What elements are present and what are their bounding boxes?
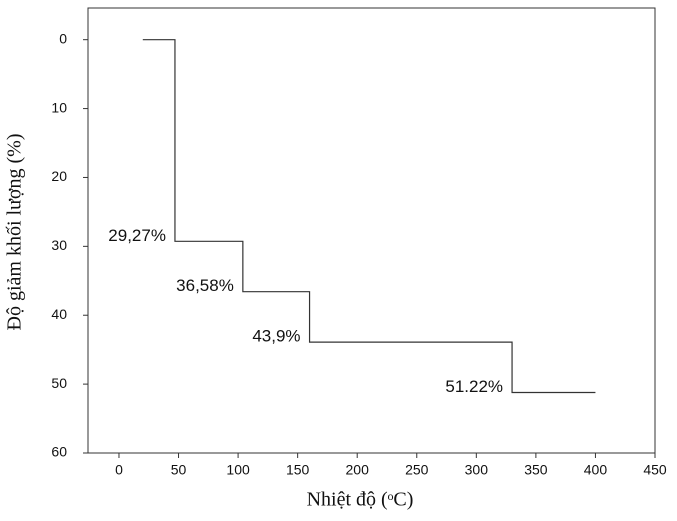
x-tick-label: 50	[171, 462, 187, 478]
y-tick-label: 30	[51, 237, 67, 253]
x-tick-label: 250	[405, 462, 429, 478]
y-tick-label: 40	[51, 306, 67, 322]
x-tick-label: 0	[115, 462, 123, 478]
x-tick-label: 350	[524, 462, 548, 478]
x-axis-title: Nhiệt độ (ᵒC)	[307, 489, 414, 511]
y-tick-label: 10	[51, 99, 67, 115]
data-label: 29,27%	[108, 226, 166, 245]
x-tick-label: 150	[286, 462, 310, 478]
data-label: 43,9%	[252, 327, 300, 346]
x-tick-label: 200	[346, 462, 370, 478]
y-tick-label: 50	[51, 375, 67, 391]
y-axis-title: Độ giảm khối lượng (%)	[4, 134, 26, 331]
y-tick-label: 0	[59, 30, 67, 46]
data-label: 51.22%	[445, 377, 503, 396]
x-tick-label: 450	[643, 462, 667, 478]
data-label: 36,58%	[176, 276, 234, 295]
x-tick-label: 300	[465, 462, 489, 478]
step-line	[142, 39, 596, 394]
x-tick-label: 100	[226, 462, 250, 478]
y-tick-label: 60	[51, 444, 67, 460]
plot-frame	[87, 7, 656, 454]
x-tick-label: 400	[584, 462, 608, 478]
y-tick-label: 20	[51, 168, 67, 184]
